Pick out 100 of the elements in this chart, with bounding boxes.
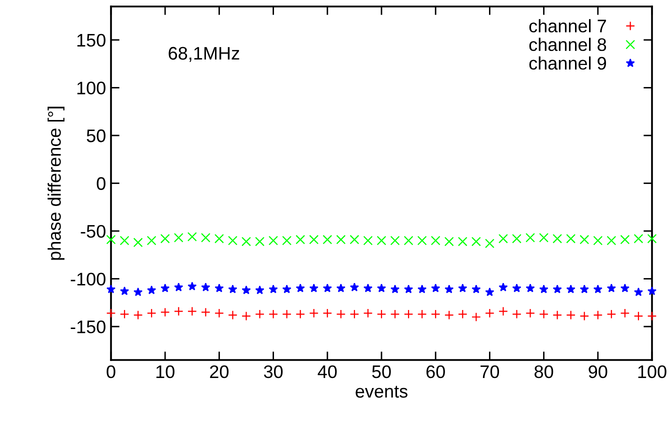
- legend-label: channel 7: [529, 19, 606, 32]
- point: [458, 284, 468, 292]
- y-tick-label: 150: [77, 34, 106, 47]
- point: [188, 282, 197, 290]
- point: [146, 308, 156, 318]
- point: [539, 284, 548, 294]
- point: [336, 234, 346, 244]
- x-tick-label: 30: [264, 365, 283, 378]
- point: [336, 284, 346, 292]
- point: [350, 309, 360, 319]
- point: [268, 309, 278, 319]
- point: [296, 234, 306, 244]
- point: [228, 236, 238, 246]
- point: [404, 236, 414, 246]
- point: [200, 232, 210, 242]
- point: [606, 284, 616, 292]
- point: [146, 236, 156, 246]
- point: [444, 236, 454, 246]
- y-tick-label: -150: [70, 320, 106, 334]
- point: [634, 234, 644, 244]
- x-tick-label: 80: [534, 365, 554, 378]
- point: [593, 236, 603, 246]
- point: [187, 232, 197, 242]
- x-tick-label: 40: [318, 365, 337, 378]
- point: [593, 310, 603, 320]
- point: [160, 308, 170, 317]
- point: [390, 236, 400, 246]
- point: [512, 309, 522, 319]
- point: [282, 284, 292, 294]
- point: [134, 287, 143, 296]
- point: [647, 311, 657, 321]
- x-tick-label: 50: [372, 365, 391, 378]
- point: [376, 309, 386, 319]
- point: [552, 234, 562, 244]
- point: [147, 286, 156, 294]
- point: [620, 308, 630, 318]
- point: [390, 284, 400, 294]
- point: [620, 284, 630, 292]
- x-tick-label: 90: [588, 365, 608, 378]
- point: [350, 282, 359, 292]
- y-axis-title: phase difference [°]: [48, 106, 64, 260]
- point: [296, 284, 305, 292]
- point: [322, 308, 332, 318]
- point: [418, 284, 427, 294]
- point: [458, 309, 468, 319]
- y-tick-label: 0: [96, 177, 106, 190]
- point: [242, 311, 251, 321]
- point: [133, 238, 143, 248]
- point: [120, 309, 130, 319]
- point: [322, 234, 332, 244]
- point: [200, 308, 210, 317]
- x-axis-title: events: [356, 386, 408, 398]
- point: [255, 309, 264, 319]
- point: [106, 284, 116, 294]
- point: [106, 234, 116, 244]
- point: [336, 309, 346, 319]
- x-tick-label: 0: [106, 365, 116, 378]
- point: [228, 310, 238, 320]
- point: [593, 284, 602, 294]
- point: [228, 284, 238, 294]
- legend-label: channel 8: [529, 38, 606, 52]
- point: [214, 284, 224, 292]
- point: [296, 309, 306, 319]
- x-tick-label: 60: [426, 365, 445, 378]
- point: [255, 236, 264, 246]
- point: [634, 287, 643, 296]
- point: [526, 308, 535, 318]
- point: [606, 236, 616, 246]
- point: [484, 308, 494, 318]
- point: [376, 284, 386, 292]
- point: [106, 308, 116, 318]
- point: [526, 232, 535, 242]
- point: [566, 310, 576, 320]
- point: [484, 238, 494, 248]
- point: [552, 284, 562, 294]
- point: [309, 284, 318, 292]
- point: [120, 286, 130, 296]
- point: [430, 309, 440, 319]
- y-tick-label: 50: [86, 129, 106, 142]
- point: [458, 236, 468, 246]
- point: [309, 308, 319, 318]
- point: [580, 284, 589, 294]
- point: [444, 284, 454, 294]
- point: [201, 282, 210, 292]
- point: [647, 286, 657, 296]
- point: [214, 234, 224, 244]
- point: [566, 284, 576, 294]
- point: [580, 311, 590, 321]
- point: [472, 284, 481, 294]
- point: [620, 234, 630, 244]
- point: [390, 309, 400, 319]
- point: [350, 234, 360, 244]
- y-tick-label: 100: [77, 82, 106, 94]
- point: [174, 306, 184, 316]
- point: [268, 284, 278, 294]
- x-tick-label: 70: [480, 365, 500, 378]
- point: [309, 234, 319, 244]
- point: [133, 310, 143, 320]
- x-tick-label: 20: [210, 365, 229, 378]
- point: [363, 308, 373, 318]
